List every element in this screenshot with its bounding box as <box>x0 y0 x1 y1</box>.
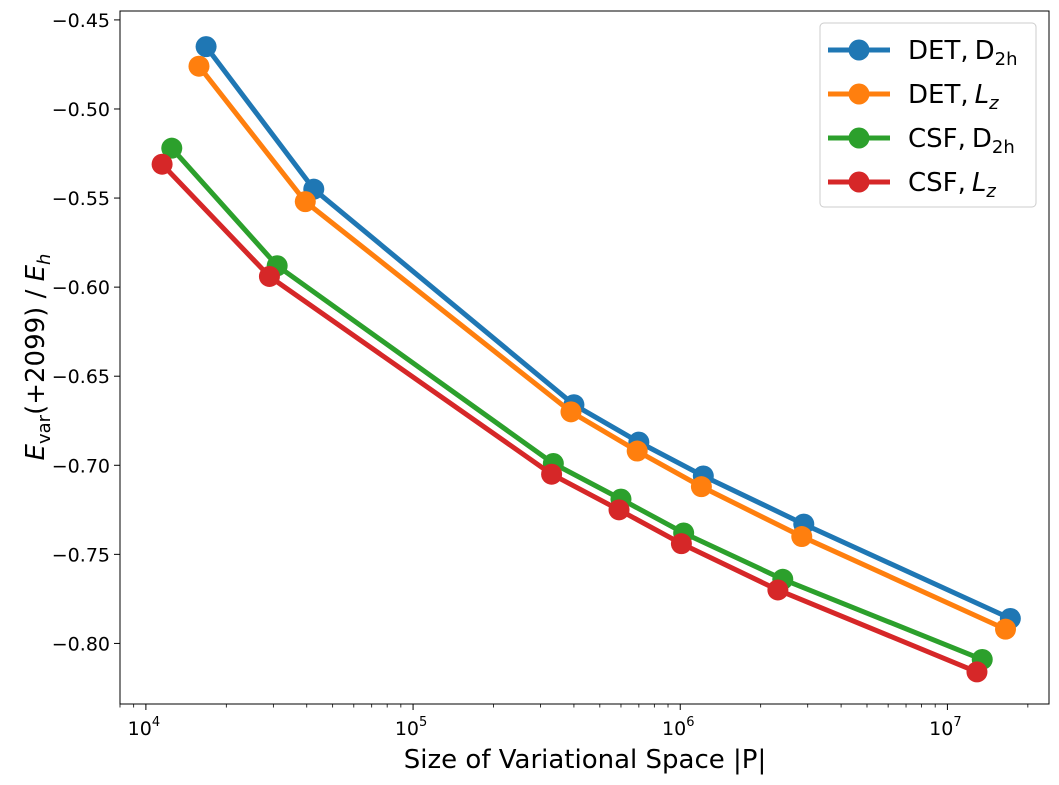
legend-label-main: DET, <box>908 36 969 66</box>
legend-label-subscript: 2h <box>992 137 1015 158</box>
x-tick-base: 10 <box>662 718 686 740</box>
x-tick-label: 106 <box>662 715 694 740</box>
data-point <box>608 499 630 521</box>
x-tick-label: 105 <box>395 715 427 740</box>
x-tick-exponent: 5 <box>419 715 427 730</box>
x-tick-exponent: 7 <box>953 715 961 730</box>
legend-entry: CSF, Lz <box>828 168 996 202</box>
data-point <box>966 661 988 683</box>
y-tick-label: −0.60 <box>52 277 110 299</box>
data-point <box>258 265 280 287</box>
data-point <box>161 137 183 159</box>
legend-label-symbol: D <box>975 36 995 66</box>
legend-marker <box>848 83 870 105</box>
legend-frame <box>819 22 1037 208</box>
x-axis: 104 105 106 107 <box>119 704 1029 740</box>
data-point <box>670 533 692 555</box>
data-point <box>560 401 582 423</box>
y-tick-label: −0.75 <box>52 544 110 566</box>
legend-marker <box>848 127 870 149</box>
legend-label: DET, D2h <box>908 36 1018 70</box>
data-point <box>995 618 1017 640</box>
y-axis-title-group: Evar(+2099) / Eh <box>21 254 55 461</box>
legend-label-subscript: z <box>985 181 996 202</box>
legend-entry: CSF, D2h <box>828 124 1015 158</box>
legend-label-main: CSF, <box>908 168 966 198</box>
legend-label-main: CSF, <box>908 124 966 154</box>
x-tick-base: 10 <box>929 718 953 740</box>
data-point <box>151 153 173 175</box>
x-tick-exponent: 4 <box>152 715 160 730</box>
legend-entry: DET, Lz <box>828 80 999 114</box>
legend-label: CSF, D2h <box>908 124 1015 158</box>
series-1 <box>188 55 1017 640</box>
legend-label: CSF, Lz <box>908 168 996 202</box>
data-point <box>690 476 712 498</box>
data-point <box>294 191 316 213</box>
legend-label-symbol: L <box>972 168 987 198</box>
x-axis-title: Size of Variational Space |P| <box>404 745 766 775</box>
data-point <box>767 579 789 601</box>
legend-marker <box>848 171 870 193</box>
plot-frame <box>119 10 1050 705</box>
x-tick-base: 10 <box>395 718 419 740</box>
data-point <box>541 463 563 485</box>
x-tick-label: 104 <box>128 715 160 740</box>
legend-label: DET, Lz <box>908 80 999 114</box>
x-tick-exponent: 6 <box>686 715 694 730</box>
y-axis: −0.45 −0.50 −0.55 −0.60 −0.65 −0.70 −0.75 −0.80 <box>52 10 120 655</box>
x-tick-base: 10 <box>128 718 152 740</box>
data-point <box>188 55 210 77</box>
x-tick-label: 107 <box>929 715 961 740</box>
legend-label-symbol: L <box>975 80 990 110</box>
y-tick-label: −0.50 <box>52 99 110 121</box>
series-layer <box>151 36 1021 683</box>
data-point <box>195 36 217 58</box>
y-tick-label: −0.65 <box>52 366 110 388</box>
series-3 <box>151 153 988 683</box>
y-axis-title: Evar(+2099) / Eh <box>21 254 55 461</box>
y-tick-label: −0.55 <box>52 188 110 210</box>
legend-label-subscript: 2h <box>995 49 1018 70</box>
legend-entry: DET, D2h <box>828 36 1018 70</box>
legend-label-subscript: z <box>988 93 999 114</box>
data-point <box>791 526 813 548</box>
legend-label-main: DET, <box>908 80 969 110</box>
y-tick-label: −0.70 <box>52 455 110 477</box>
legend-label-symbol: D <box>972 124 992 154</box>
data-point <box>626 440 648 462</box>
y-tick-label: −0.45 <box>52 10 110 32</box>
legend-marker <box>848 39 870 61</box>
y-tick-label: −0.80 <box>52 633 110 655</box>
